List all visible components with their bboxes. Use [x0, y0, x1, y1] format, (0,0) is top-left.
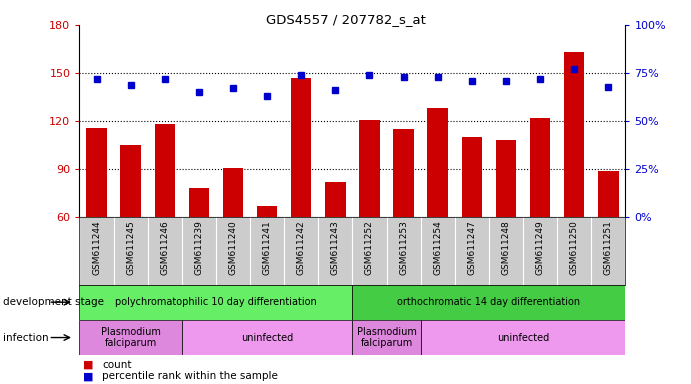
Bar — [352, 320, 421, 355]
Bar — [495, 141, 516, 313]
Text: orthochromatic 14 day differentiation: orthochromatic 14 day differentiation — [397, 297, 580, 307]
Bar — [428, 108, 448, 313]
Text: GSM611245: GSM611245 — [126, 220, 135, 275]
Text: GSM611240: GSM611240 — [229, 220, 238, 275]
Text: GSM611249: GSM611249 — [536, 220, 545, 275]
Text: GSM611246: GSM611246 — [160, 220, 169, 275]
Text: GSM611242: GSM611242 — [296, 220, 305, 275]
Text: GSM611252: GSM611252 — [365, 220, 374, 275]
Bar — [352, 285, 625, 320]
Bar — [393, 129, 414, 313]
Bar — [530, 118, 550, 313]
Text: GSM611254: GSM611254 — [433, 220, 442, 275]
Text: uninfected: uninfected — [497, 333, 549, 343]
Bar — [79, 320, 182, 355]
Bar — [359, 119, 380, 313]
Text: GDS4557 / 207782_s_at: GDS4557 / 207782_s_at — [265, 13, 426, 26]
Bar — [257, 206, 277, 313]
Text: GSM611241: GSM611241 — [263, 220, 272, 275]
Bar — [291, 78, 312, 313]
Bar — [79, 285, 352, 320]
Bar — [598, 171, 618, 313]
Bar — [564, 52, 585, 313]
Text: percentile rank within the sample: percentile rank within the sample — [102, 371, 278, 381]
Text: GSM611243: GSM611243 — [331, 220, 340, 275]
Bar — [86, 127, 106, 313]
Text: GSM611253: GSM611253 — [399, 220, 408, 275]
Bar — [120, 145, 141, 313]
Text: uninfected: uninfected — [241, 333, 293, 343]
Text: GSM611250: GSM611250 — [569, 220, 578, 275]
Text: GSM611239: GSM611239 — [194, 220, 203, 275]
Text: GSM611248: GSM611248 — [502, 220, 511, 275]
Text: infection: infection — [3, 333, 49, 343]
Bar — [182, 320, 352, 355]
Text: development stage: development stage — [3, 297, 104, 307]
Text: polychromatophilic 10 day differentiation: polychromatophilic 10 day differentiatio… — [115, 297, 316, 307]
Bar — [462, 137, 482, 313]
Text: ■: ■ — [83, 371, 93, 381]
Text: Plasmodium
falciparum: Plasmodium falciparum — [357, 327, 417, 348]
Text: GSM611244: GSM611244 — [92, 220, 101, 275]
Bar — [421, 320, 625, 355]
Bar — [223, 168, 243, 313]
Text: GSM611251: GSM611251 — [604, 220, 613, 275]
Text: ■: ■ — [83, 360, 93, 370]
Text: Plasmodium
falciparum: Plasmodium falciparum — [101, 327, 160, 348]
Bar — [325, 182, 346, 313]
Text: count: count — [102, 360, 132, 370]
Bar — [189, 189, 209, 313]
Text: GSM611247: GSM611247 — [467, 220, 476, 275]
Bar — [155, 124, 175, 313]
